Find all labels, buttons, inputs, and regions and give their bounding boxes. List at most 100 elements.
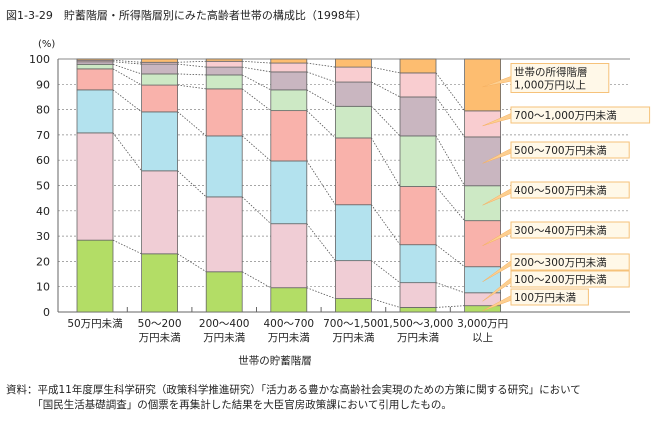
bar-segment [464,266,502,294]
bar-segment [205,74,243,90]
connector-line [112,239,142,255]
legend-label: 世帯の所得階層 [514,66,588,79]
connector-line [241,135,272,162]
x-tick-label: 万円未満 [203,332,245,344]
connector-line [112,63,142,75]
connector-line [177,84,207,90]
legend-box [510,63,610,93]
connector-line [371,137,401,187]
connector-line [306,89,336,107]
connector-line [306,287,336,299]
y-tick-label: 50 [36,180,50,193]
bar-segment [205,135,243,198]
legend-label: 100万円未満 [514,292,577,304]
connector-line [371,260,401,283]
connector-line [435,135,465,186]
connector-line [371,106,401,137]
connector-line [242,271,271,289]
bar-segment [334,204,372,262]
connector-line [112,132,142,172]
bar-segment [270,71,308,91]
bar-segment [205,196,243,273]
bar-segment [464,58,502,112]
source-note-line-2: 「国民生活基礎調査」の個票を再集計した結果を大臣官房政策課において引用したもの。 [6,399,452,411]
x-tick-label: 700〜1,500 [323,318,384,330]
legend-label: 1,000万円以上 [514,80,586,92]
connector-line [306,160,336,205]
legend-box [510,270,630,288]
legend-box [510,181,630,199]
connector-line [177,253,207,273]
connector-line [306,62,336,68]
y-tick-label: 40 [36,205,50,218]
bar-segment [464,292,502,307]
connector-line [435,186,465,221]
bar-segment [334,260,372,299]
bar-segment [141,111,179,172]
bar-segment [464,136,502,187]
stacked-bar-chart: 0 10 20 30 40 50 60 70 80 90 100 (%) 50万円未満 50〜200 万円未… [29,39,651,367]
y-tick-label: 100 [29,53,50,66]
x-tick-label: 以上 [472,332,493,344]
connector-line [435,96,465,138]
bar-segment [399,96,437,137]
y-tick-label: 90 [36,78,50,91]
bar-segment [141,253,179,313]
y-tick-label: 10 [36,281,50,294]
bar-segment [205,58,243,62]
source-note-line-1: 資料：平成11年度厚生科学研究（政策科学推進研究）「活力ある豊かな高齢社会実現の… [6,384,581,396]
legend-box [510,221,630,239]
bar-segment [205,60,243,68]
bar-segment [334,298,372,313]
connector-line [242,74,271,91]
bar-segment [76,132,114,241]
bar-segment [399,72,437,98]
legend-label: 500〜700万円未満 [514,145,607,157]
bar-segment [334,66,372,83]
bar-segment [399,244,437,284]
bar-segment [141,84,179,113]
x-tick-label: 3,000万円 [457,318,508,330]
bar-segment [141,73,179,86]
connector-line [306,71,336,83]
bar-segment [76,68,114,91]
bar-segment [141,58,179,63]
bar-segment [141,170,179,255]
bar-segment [399,307,437,313]
connector-line [371,81,401,98]
connector-line [306,110,336,139]
x-tick-label: 1,500〜3,000 [383,318,454,330]
x-tick-label: 万円未満 [397,332,439,344]
y-tick-label: 60 [36,154,50,167]
bar-segment [464,110,502,138]
bar-segment [76,89,114,134]
connector-line [242,66,271,73]
y-axis-label: (%) [38,39,55,50]
connector-line [242,60,271,64]
y-tick-label: 30 [36,230,50,243]
legend-label: 400〜500万円未満 [514,185,607,197]
connector-line [177,63,207,68]
bar-segment [270,62,308,73]
connector-line [177,111,207,137]
connector-line [306,223,336,261]
bar-segment [270,110,308,162]
bar-segment [270,160,308,225]
connector-line [241,88,272,111]
connector-line [177,73,207,76]
connector-line [371,66,401,74]
bar-segment [141,63,179,75]
x-tick-label: 50万円未満 [67,318,123,330]
legend-label: 200〜300万円未満 [514,257,607,269]
bar-segment [334,58,372,68]
connector-line [177,170,207,198]
x-tick-label: 50〜200 [138,318,182,330]
bar-segment [334,137,372,206]
bar-segment [399,135,437,187]
bar-segment [399,58,437,74]
bar-segment [464,305,502,313]
bar-segment [76,58,114,61]
bar-segment [464,185,502,222]
connector-line [371,204,401,245]
